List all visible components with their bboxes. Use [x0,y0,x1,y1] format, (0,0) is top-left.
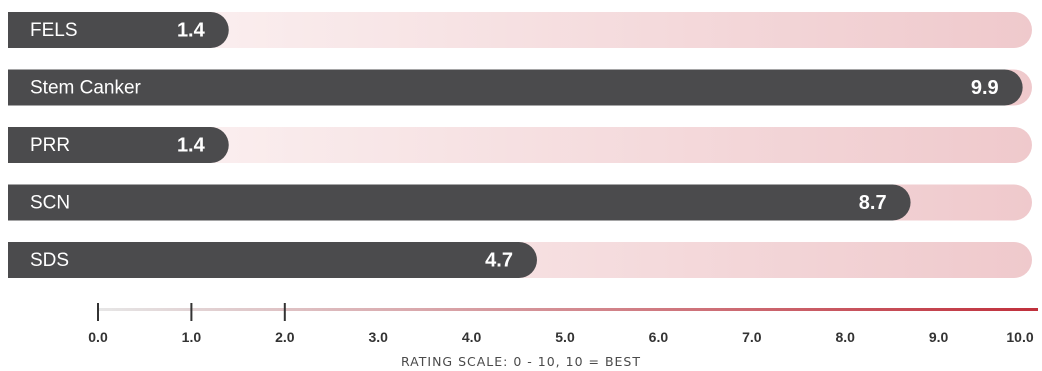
x-tick-label: 0.0 [88,329,108,345]
bar-value-label: 1.4 [177,134,206,156]
x-tick-label: 9.0 [929,329,949,345]
bar-value-label: 9.9 [971,77,999,99]
x-tick-label: 3.0 [368,329,388,345]
x-axis-label: RATING SCALE: 0 - 10, 10 = BEST [401,354,641,369]
x-tick-label: 1.0 [182,329,202,345]
bar-stem-canker [8,69,1023,106]
x-tick-label: 2.0 [275,329,295,345]
x-tick-label: 5.0 [555,329,575,345]
bar-value-label: 4.7 [485,249,513,271]
x-tick-label: 10.0 [1006,329,1033,345]
bar-track [8,127,1032,163]
x-tick-label: 6.0 [649,329,669,345]
x-axis: 0.0 1.0 2.0 3.0 4.0 5.0 6.0 7.0 8.0 9.0 10.0 [88,303,1038,345]
bar-fels [8,12,229,48]
bar-category-label: PRR [30,135,70,156]
bar-scn [8,184,911,221]
bars: FELS 1.4 Stem Canker 9.9 PRR 1.4 SCN 8.7 SDS 4.7 [8,12,1023,278]
x-tick-label: 8.0 [835,329,855,345]
x-axis-line [98,308,1038,311]
bar-category-label: SDS [30,250,69,271]
bar-sds [8,242,537,278]
bar-category-label: SCN [30,193,70,214]
x-tick-label: 4.0 [462,329,482,345]
bar-value-label: 1.4 [177,19,206,41]
bar-prr [8,127,229,163]
bar-value-label: 8.7 [859,192,887,214]
x-tick-label: 7.0 [742,329,762,345]
bar-category-label: Stem Canker [30,78,142,99]
bar-track [8,12,1032,48]
bar-category-label: FELS [30,20,78,41]
